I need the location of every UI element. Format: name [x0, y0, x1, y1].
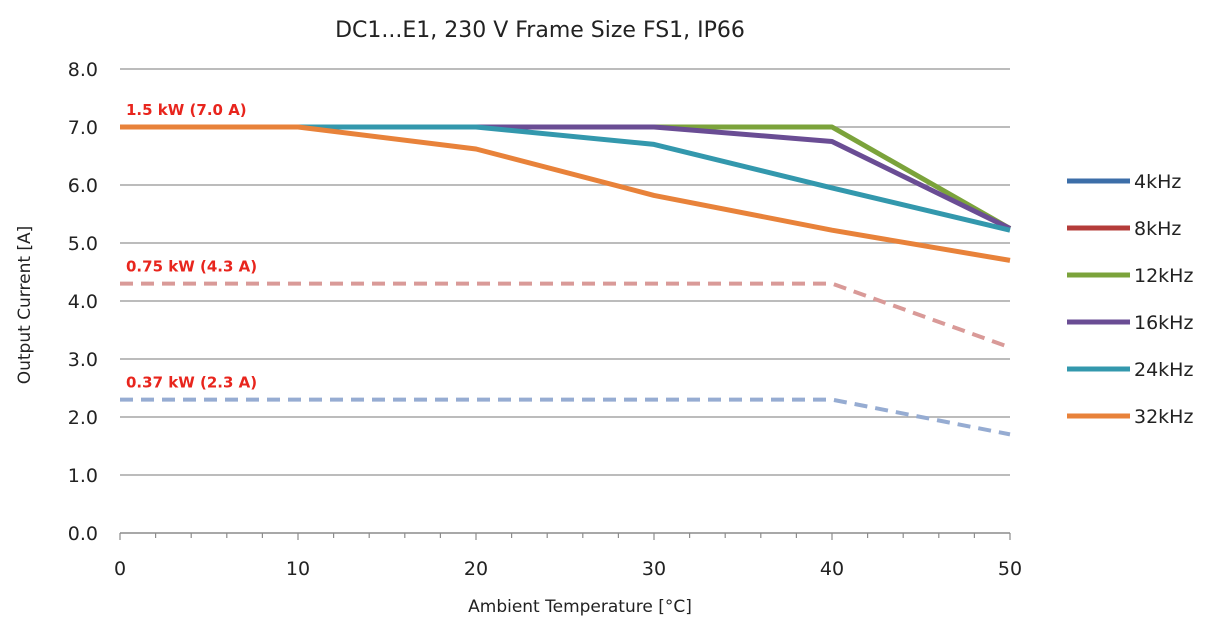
chart-title: DC1...E1, 230 V Frame Size FS1, IP66 [335, 18, 745, 43]
rating-label: 1.5 kW (7.0 A) [126, 101, 247, 119]
rating-label: 0.75 kW (4.3 A) [126, 258, 257, 276]
x-axis-label: Ambient Temperature [°C] [468, 597, 692, 617]
x-tick-label: 50 [998, 558, 1022, 580]
y-tick-label: 1.0 [68, 465, 98, 487]
series-line-dashed-4 [120, 281, 1011, 350]
x-tick-label: 40 [820, 558, 844, 580]
rating-label: 0.37 kW (2.3 A) [126, 374, 257, 392]
series-line-24khz [120, 124, 1011, 233]
series-line-dashed-5 [120, 397, 1011, 437]
y-tick-label: 8.0 [68, 59, 98, 81]
y-tick-label: 3.0 [68, 349, 98, 371]
x-tick-label: 30 [642, 558, 666, 580]
x-tick-label: 10 [286, 558, 310, 580]
series-line-12khz [120, 124, 1012, 231]
legend-label-24khz: 24kHz [1134, 359, 1193, 381]
y-tick-label: 0.0 [68, 523, 98, 545]
series-line-16khz [120, 124, 1012, 231]
axes: 0.0 1.0 2.0 3.0 4.0 5.0 6.0 7.0 8.0 0 10 20 30 40 50 [68, 59, 1022, 580]
y-tick-label: 4.0 [68, 291, 98, 313]
legend-label-16khz: 16kHz [1134, 312, 1193, 334]
x-tick-label: 0 [114, 558, 126, 580]
x-tick-label: 20 [464, 558, 488, 580]
y-tick-label: 5.0 [68, 233, 98, 255]
data-series [120, 124, 1012, 437]
y-tick-label: 7.0 [68, 117, 98, 139]
y-axis-label: Output Current [A] [15, 226, 35, 385]
legend-label-4khz: 4kHz [1134, 171, 1181, 193]
series-line-32khz [120, 124, 1011, 263]
y-tick-label: 6.0 [68, 175, 98, 197]
legend-label-8khz: 8kHz [1134, 218, 1181, 240]
legend-label-12khz: 12kHz [1134, 265, 1193, 287]
annotations: 1.5 kW (7.0 A) 0.75 kW (4.3 A) 0.37 kW (2.… [126, 101, 257, 392]
legend: 4kHz 8kHz 12kHz 16kHz 24kHz 32kHz [1067, 171, 1193, 428]
y-tick-label: 2.0 [68, 407, 98, 429]
legend-label-32khz: 32kHz [1134, 406, 1193, 428]
